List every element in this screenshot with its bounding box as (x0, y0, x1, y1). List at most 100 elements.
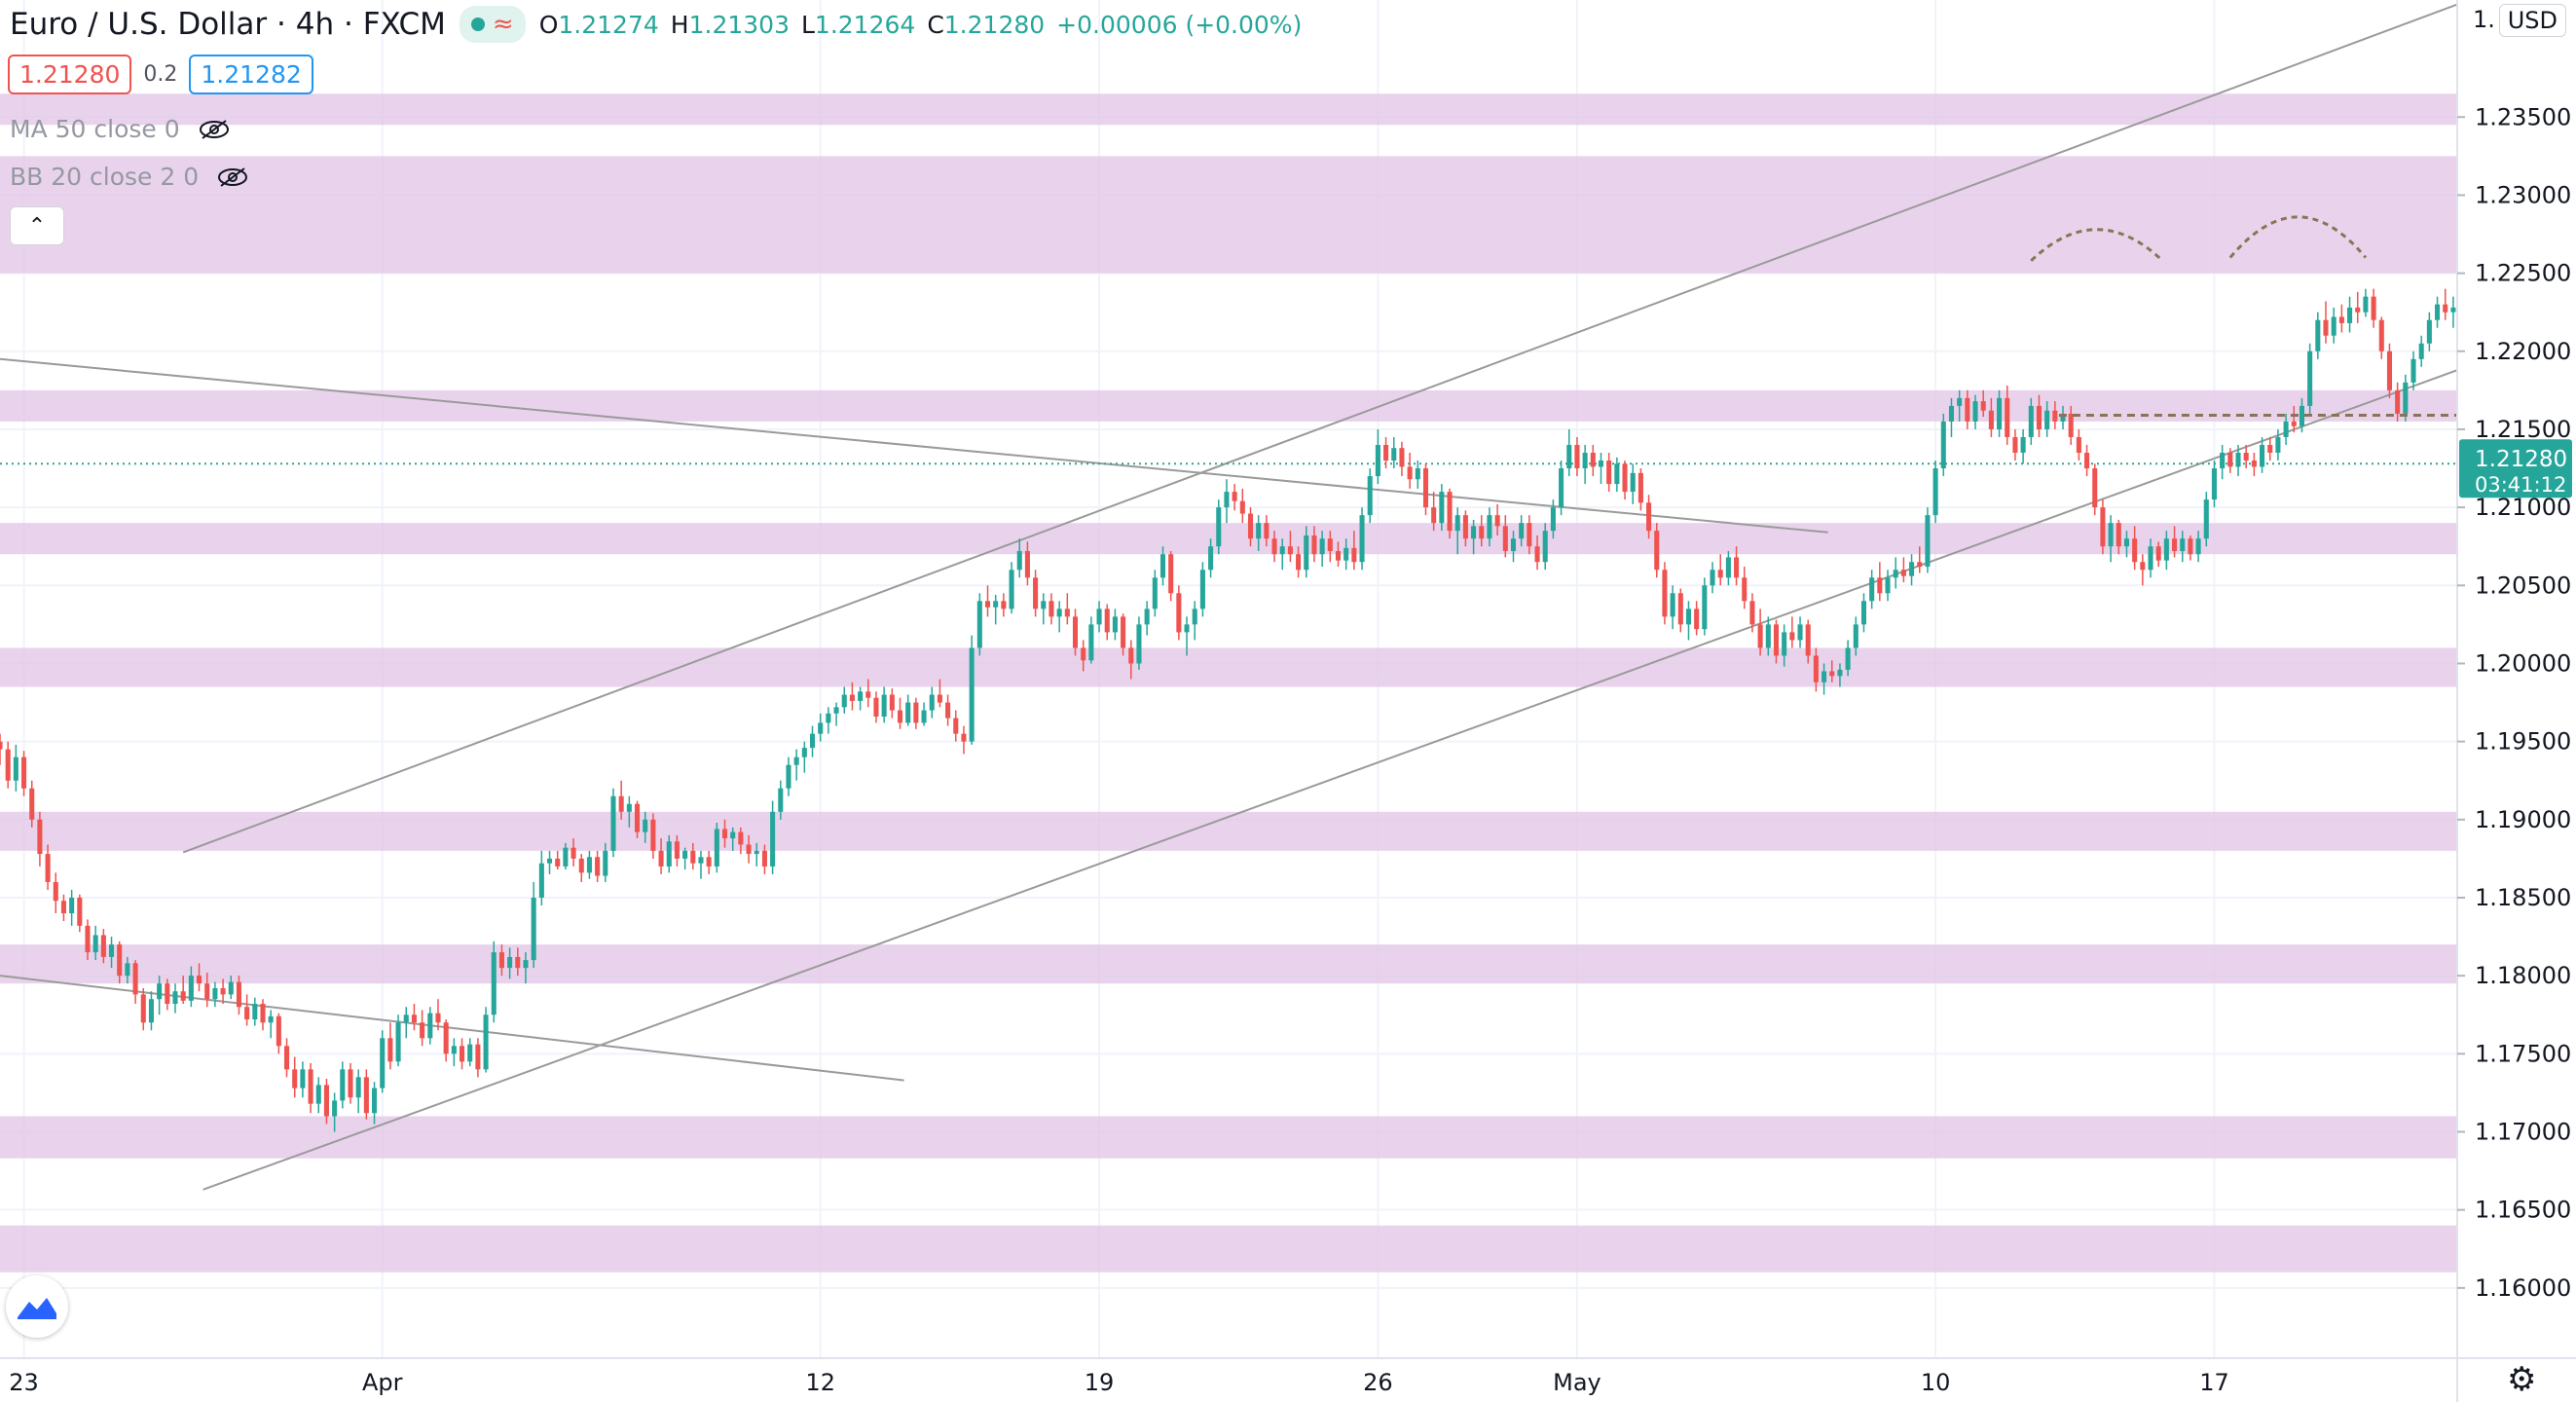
candle-body (109, 944, 115, 957)
candle-body (690, 850, 696, 864)
candle-body (1327, 538, 1333, 552)
candle-body (1422, 468, 1429, 508)
candle-body (268, 1015, 274, 1023)
market-open-dot-icon (470, 18, 485, 31)
last-price-tag-value: 1.21280 (2475, 447, 2567, 472)
candle-body (1677, 593, 1683, 625)
x-tick-label: 19 (1085, 1369, 1115, 1396)
candle-body (37, 819, 43, 855)
candle-body (1885, 577, 1891, 594)
candle-body (2148, 546, 2153, 571)
symbol-name[interactable]: Euro / U.S. Dollar · 4h · FXCM (10, 7, 446, 42)
candle-body (1765, 624, 1771, 648)
candle-body (2132, 538, 2138, 563)
candle-body (786, 764, 791, 789)
market-status-badge[interactable]: ≈ (459, 6, 526, 43)
candle-body (2108, 523, 2114, 547)
zone-band (0, 944, 2457, 984)
candle-body (2315, 319, 2321, 351)
candle-body (761, 850, 767, 867)
high-label: H (670, 10, 689, 39)
close-label: C (927, 10, 944, 39)
candle-body (1813, 655, 1819, 683)
candle-body (427, 1013, 433, 1039)
candle-body (276, 1015, 281, 1047)
candle-body (92, 935, 98, 953)
buy-button[interactable]: 1.21282 (189, 55, 313, 94)
candle-body (2203, 499, 2209, 539)
candle-body (1256, 523, 1262, 539)
candle-body (475, 1044, 481, 1070)
candle-body (236, 981, 241, 1008)
candle-body (1479, 526, 1485, 539)
candle-body (2180, 538, 2186, 552)
candle-body (2227, 453, 2233, 467)
candle-body (0, 741, 3, 750)
indicator-ma[interactable]: MA 50 close 0 (10, 115, 231, 143)
candle-body (283, 1046, 290, 1070)
y-tick-label: 1.16000 (2475, 1274, 2571, 1302)
candle-body (60, 901, 66, 914)
candle-body (348, 1069, 353, 1098)
candle-body (45, 854, 51, 882)
hidden-eye-icon[interactable] (198, 119, 231, 140)
candle-body (1471, 526, 1477, 539)
candle-body (921, 710, 927, 723)
candle-body (1622, 463, 1628, 493)
candle-body (340, 1069, 346, 1101)
candle-body (858, 691, 864, 701)
candle-body (1264, 523, 1270, 539)
candle-body (578, 858, 584, 873)
candle-body (897, 710, 903, 723)
candle-body (148, 999, 154, 1023)
zone-band (0, 93, 2457, 126)
pattern-arc (2469, 230, 2576, 261)
sell-button[interactable]: 1.21280 (8, 55, 132, 94)
candle-body (2435, 304, 2441, 320)
candle-body (1829, 671, 1835, 677)
candle-body (1304, 535, 1309, 571)
candle-body (467, 1044, 473, 1062)
symbol-legend[interactable]: Euro / U.S. Dollar · 4h · FXCM ≈ O1.2127… (10, 6, 1302, 43)
candle-body (2410, 358, 2416, 383)
candle-body (1096, 609, 1102, 625)
candle-body (626, 803, 632, 812)
candle-body (2275, 436, 2281, 453)
candle-body (1582, 453, 1588, 469)
hidden-eye-icon[interactable] (216, 166, 249, 188)
candle-body (165, 983, 170, 1005)
candle-body (515, 956, 521, 969)
y-tick-label: 1.16500 (2475, 1197, 2571, 1224)
candle-body (77, 897, 83, 926)
candle-body (1948, 405, 1955, 422)
candle-body (197, 976, 202, 984)
candle-body (1144, 609, 1150, 625)
candle-body (244, 1007, 250, 1020)
trendline-channel-upper (182, 3, 2457, 854)
last-price-countdown: 03:41:12 (2475, 473, 2566, 497)
zone-band (0, 1116, 2457, 1159)
candle-body (984, 601, 991, 608)
candle-body (738, 831, 744, 845)
y-tick-label: 1.20000 (2475, 649, 2571, 677)
pattern-arc (2228, 215, 2368, 259)
indicator-bb[interactable]: BB 20 close 2 0 (10, 163, 249, 191)
currency-button[interactable]: USD (2498, 4, 2566, 37)
candle-body (1454, 515, 1460, 532)
candle-body (29, 788, 35, 820)
candle-body (937, 694, 942, 703)
candle-body (2260, 444, 2265, 467)
candle-body (2060, 413, 2066, 422)
candle-body (2450, 307, 2456, 313)
candle-body (443, 1022, 449, 1054)
candle-body (1670, 593, 1675, 617)
candle-body (1606, 461, 1612, 485)
candle-body (1694, 609, 1700, 630)
tradingview-logo-icon[interactable] (6, 1275, 68, 1338)
candle-body (1957, 397, 1963, 406)
trendline-channel-lower (202, 369, 2457, 1191)
settings-gear-icon[interactable]: ⚙ (2507, 1360, 2537, 1399)
zone-band (0, 811, 2457, 851)
collapse-legend-button[interactable]: ⌃ (10, 206, 64, 245)
